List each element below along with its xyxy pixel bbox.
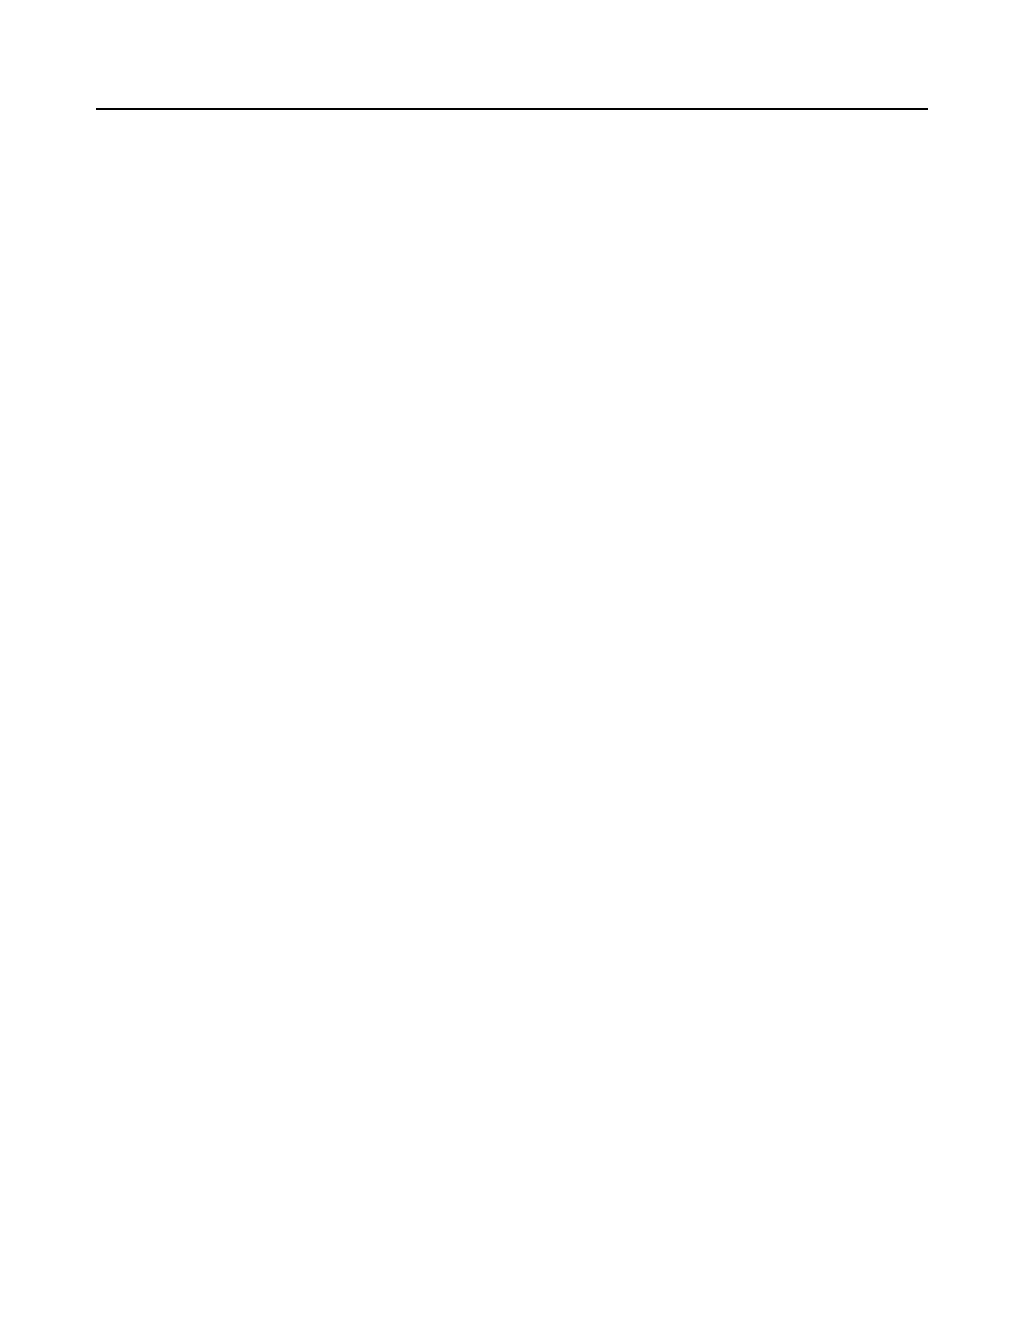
header-rule: [96, 108, 928, 110]
